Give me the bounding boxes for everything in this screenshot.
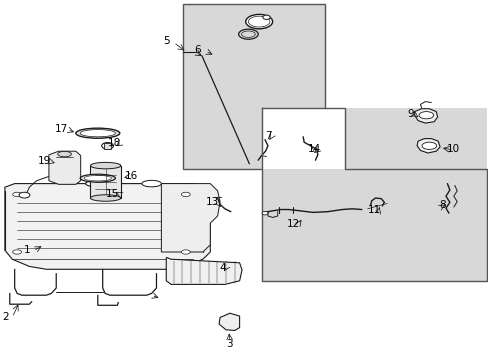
Ellipse shape	[85, 180, 110, 187]
Text: 5: 5	[163, 36, 169, 46]
Text: 13: 13	[205, 197, 219, 207]
Text: 18: 18	[108, 138, 122, 148]
Ellipse shape	[263, 15, 270, 19]
Ellipse shape	[142, 180, 161, 187]
Text: 7: 7	[264, 131, 271, 141]
Text: 6: 6	[194, 45, 201, 55]
Ellipse shape	[245, 14, 272, 29]
Ellipse shape	[421, 142, 436, 149]
Polygon shape	[416, 139, 439, 153]
Ellipse shape	[262, 211, 267, 215]
Ellipse shape	[13, 250, 21, 254]
Ellipse shape	[19, 192, 30, 198]
Text: 15: 15	[105, 189, 119, 199]
Text: 17: 17	[54, 124, 68, 134]
Ellipse shape	[418, 112, 433, 119]
Bar	[261, 108, 486, 281]
Text: 3: 3	[226, 339, 233, 349]
Text: 8: 8	[438, 200, 445, 210]
Ellipse shape	[80, 174, 115, 182]
Ellipse shape	[181, 192, 190, 197]
Ellipse shape	[102, 143, 113, 149]
Ellipse shape	[90, 162, 121, 169]
Polygon shape	[219, 313, 239, 330]
Ellipse shape	[13, 192, 21, 197]
Polygon shape	[104, 143, 111, 149]
Ellipse shape	[76, 128, 120, 138]
Text: 1: 1	[23, 245, 30, 255]
Polygon shape	[5, 184, 210, 269]
Text: 2: 2	[2, 312, 9, 322]
Ellipse shape	[58, 152, 71, 157]
Text: 9: 9	[407, 109, 413, 120]
Bar	[183, 4, 325, 169]
Text: 14: 14	[307, 144, 321, 154]
Ellipse shape	[181, 250, 190, 254]
Ellipse shape	[90, 195, 121, 201]
Text: 12: 12	[286, 219, 300, 229]
Bar	[261, 108, 344, 169]
Polygon shape	[414, 109, 437, 123]
Text: 10: 10	[447, 144, 459, 154]
Bar	[90, 166, 121, 198]
Polygon shape	[166, 257, 242, 284]
Text: 4: 4	[219, 263, 225, 273]
Ellipse shape	[248, 16, 269, 27]
Text: 11: 11	[366, 204, 380, 215]
Ellipse shape	[84, 176, 111, 181]
Text: 16: 16	[124, 171, 138, 181]
Polygon shape	[161, 184, 220, 252]
Ellipse shape	[80, 130, 115, 137]
Text: 19: 19	[37, 156, 51, 166]
Polygon shape	[49, 151, 81, 184]
